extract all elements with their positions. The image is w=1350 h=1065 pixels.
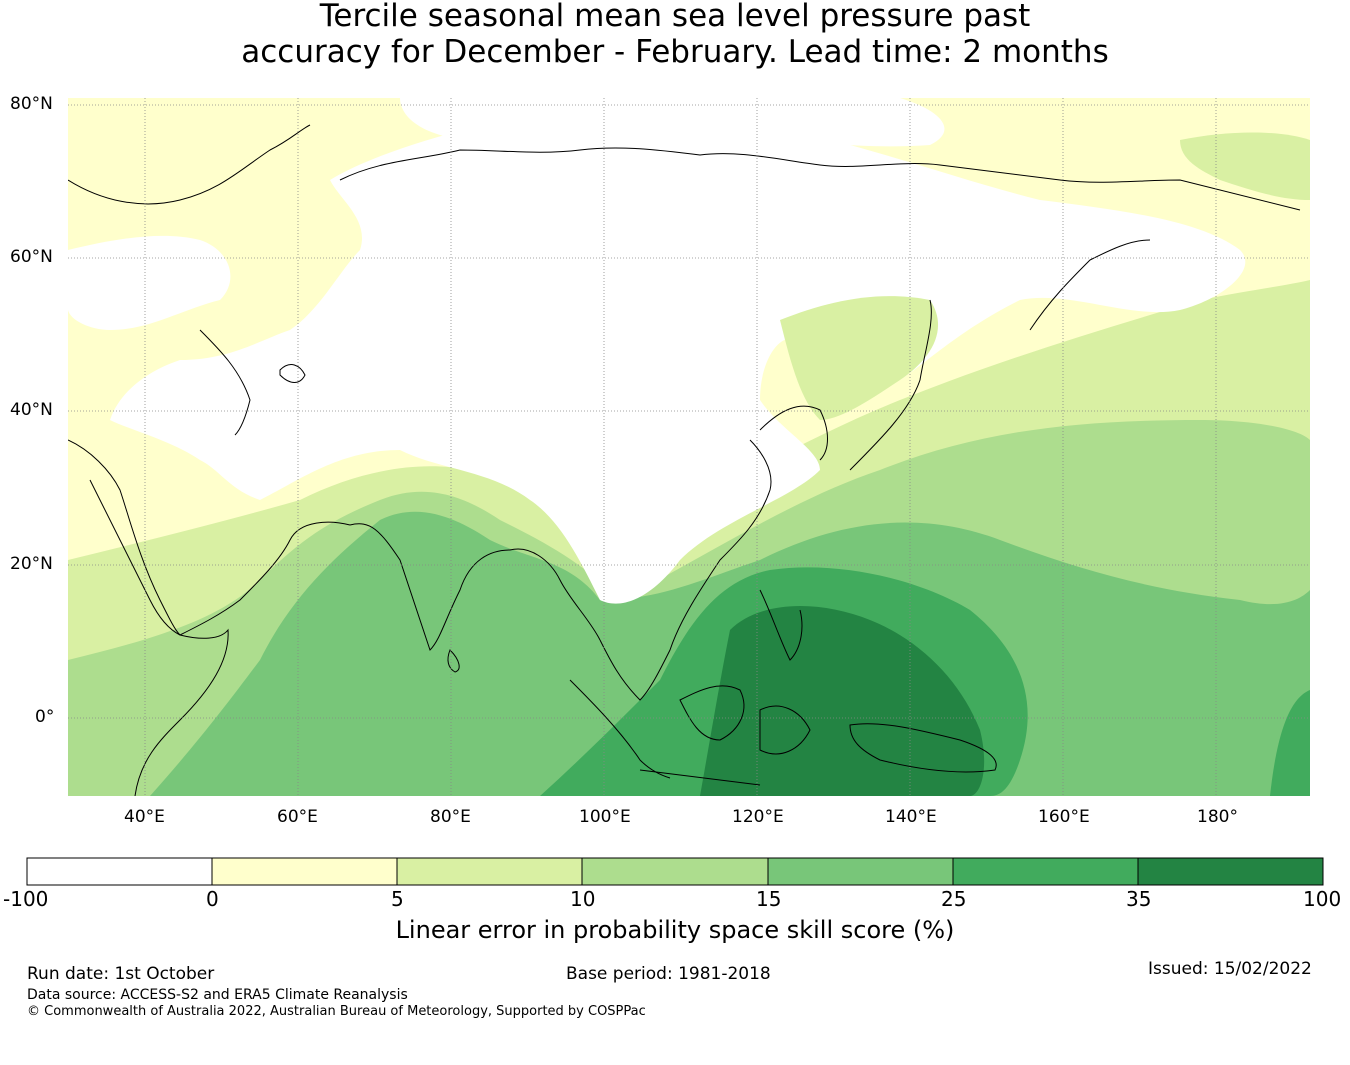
colorbar-tick-100: 100 [1303, 887, 1342, 911]
field-white-west [68, 235, 231, 330]
colorbar-bin-2 [212, 858, 397, 885]
lon-label-40e: 40°E [124, 807, 165, 827]
data-source: Data source: ACCESS-S2 and ERA5 Climate … [27, 987, 408, 1003]
issued-date: Issued: 15/02/2022 [1148, 959, 1312, 979]
colorbar [26, 857, 1324, 886]
lat-label-40n: 40°N [10, 400, 53, 420]
colorbar-tick-5: 5 [391, 887, 404, 911]
colorbar-tick-10: 10 [570, 887, 596, 911]
lon-label-180: 180° [1197, 807, 1238, 827]
colorbar-bin-5 [768, 858, 953, 885]
colorbar-bin-1 [27, 858, 212, 885]
colorbar-tick-35: 35 [1126, 887, 1152, 911]
base-period: Base period: 1981-2018 [566, 964, 771, 984]
field-white-eurasia [110, 106, 1246, 604]
colorbar-bin-7 [1138, 858, 1323, 885]
run-date: Run date: 1st October [27, 964, 215, 984]
lat-label-20n: 20°N [10, 554, 53, 574]
colorbar-bin-3 [397, 858, 582, 885]
colorbar-outline [26, 857, 1324, 886]
colorbar-tick-25: 25 [941, 887, 967, 911]
colorbar-tick-0: 0 [206, 887, 219, 911]
lat-label-80n: 80°N [10, 94, 53, 114]
lon-label-140e: 140°E [885, 807, 937, 827]
field-light-green-northeast [1180, 132, 1310, 200]
copyright: © Commonwealth of Australia 2022, Austra… [27, 1004, 646, 1019]
skill-score-field [68, 98, 1310, 796]
lon-label-60e: 60°E [277, 807, 318, 827]
lon-label-120e: 120°E [732, 807, 784, 827]
colorbar-tick-15: 15 [756, 887, 782, 911]
chart-title-line-1: Tercile seasonal mean sea level pressure… [319, 0, 1031, 34]
lon-label-100e: 100°E [579, 807, 631, 827]
graticule [68, 98, 1310, 796]
field-light-green-east-asia [780, 296, 939, 420]
field-darkest-green [700, 606, 985, 796]
colorbar-tick--100: -100 [3, 887, 49, 911]
colorbar-title: Linear error in probability space skill … [395, 916, 955, 944]
lon-label-80e: 80°E [430, 807, 471, 827]
colorbar-bin-4 [582, 858, 768, 885]
coastlines [68, 124, 1301, 796]
field-white-arctic [400, 98, 945, 147]
lat-label-0: 0° [35, 707, 55, 727]
chart-title-line-2: accuracy for December - February. Lead t… [241, 34, 1109, 70]
colorbar-bin-6 [953, 858, 1138, 885]
lon-label-160e: 160°E [1038, 807, 1090, 827]
field-darker-green-east [1270, 690, 1310, 796]
lat-label-60n: 60°N [10, 247, 53, 267]
